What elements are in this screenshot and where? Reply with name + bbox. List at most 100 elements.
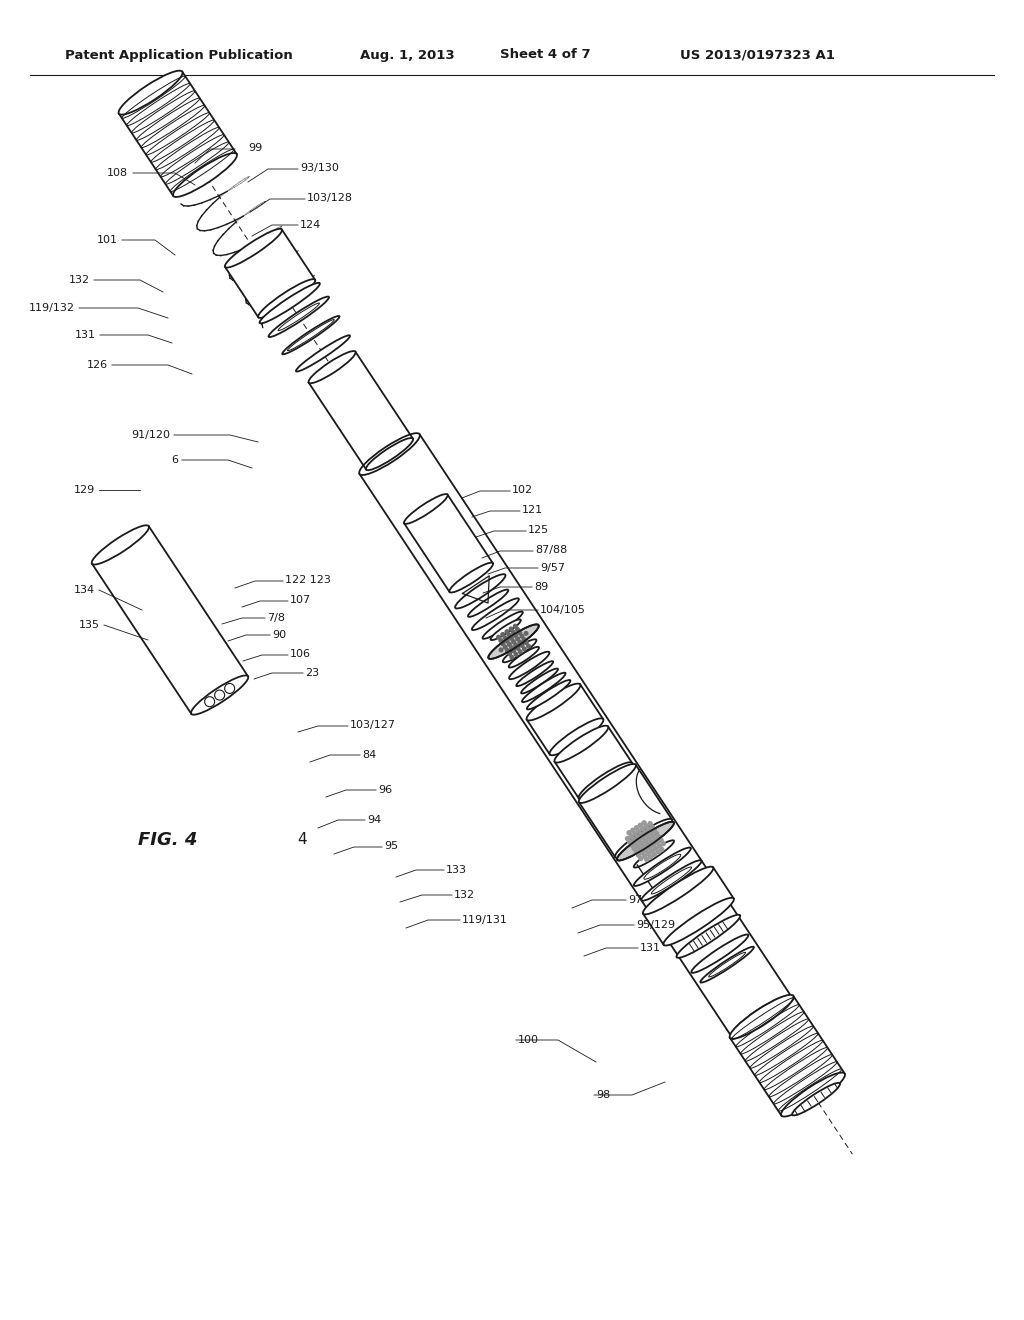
Circle shape (507, 634, 511, 636)
Ellipse shape (279, 304, 319, 330)
Ellipse shape (522, 673, 565, 702)
Polygon shape (119, 71, 237, 195)
Ellipse shape (526, 680, 570, 709)
Ellipse shape (781, 1073, 845, 1117)
Ellipse shape (366, 438, 413, 470)
Ellipse shape (92, 525, 148, 565)
Circle shape (639, 833, 643, 837)
Circle shape (508, 652, 511, 656)
Polygon shape (308, 351, 413, 470)
Ellipse shape (700, 946, 754, 982)
Text: 99: 99 (248, 143, 262, 153)
Text: Patent Application Publication: Patent Application Publication (65, 49, 293, 62)
Text: 129: 129 (74, 484, 95, 495)
Circle shape (641, 836, 645, 840)
Text: 106: 106 (290, 649, 311, 659)
Circle shape (635, 836, 639, 840)
Ellipse shape (191, 676, 248, 714)
Circle shape (648, 846, 652, 850)
Circle shape (638, 824, 642, 828)
Circle shape (504, 645, 507, 649)
Circle shape (652, 853, 656, 857)
Circle shape (642, 821, 646, 825)
Text: Sheet 4 of 7: Sheet 4 of 7 (500, 49, 591, 62)
Ellipse shape (472, 598, 519, 630)
Circle shape (640, 842, 644, 846)
Text: 121: 121 (522, 506, 543, 515)
Circle shape (644, 849, 648, 853)
Ellipse shape (731, 995, 792, 1038)
Circle shape (657, 836, 660, 840)
Circle shape (506, 639, 509, 643)
Polygon shape (643, 867, 734, 945)
Circle shape (632, 837, 636, 841)
Circle shape (650, 825, 654, 829)
Polygon shape (579, 764, 672, 857)
Circle shape (503, 636, 507, 639)
Ellipse shape (296, 335, 350, 371)
Circle shape (641, 826, 644, 830)
Circle shape (637, 853, 641, 857)
Circle shape (627, 830, 631, 834)
Circle shape (524, 631, 527, 635)
Text: 87/88: 87/88 (535, 545, 567, 554)
Circle shape (654, 832, 658, 836)
Circle shape (514, 652, 518, 656)
Ellipse shape (554, 726, 608, 763)
Polygon shape (555, 726, 632, 799)
Circle shape (642, 845, 646, 849)
Polygon shape (92, 527, 248, 714)
Circle shape (651, 843, 655, 847)
Text: 93/130: 93/130 (300, 162, 339, 173)
Circle shape (497, 635, 501, 639)
Text: 7/8: 7/8 (267, 612, 285, 623)
Ellipse shape (283, 315, 340, 354)
Circle shape (630, 843, 634, 847)
Circle shape (506, 648, 509, 652)
Ellipse shape (455, 574, 506, 609)
Ellipse shape (615, 818, 672, 858)
Text: 95: 95 (384, 841, 398, 851)
Circle shape (650, 849, 654, 853)
Text: Aug. 1, 2013: Aug. 1, 2013 (360, 49, 455, 62)
Circle shape (514, 634, 517, 638)
Circle shape (649, 830, 652, 834)
Ellipse shape (482, 611, 523, 639)
Ellipse shape (308, 351, 355, 383)
Ellipse shape (509, 652, 550, 680)
Circle shape (524, 642, 528, 644)
Circle shape (516, 628, 519, 631)
Text: 103/128: 103/128 (307, 193, 353, 203)
Circle shape (518, 631, 521, 635)
Text: 131: 131 (75, 330, 96, 341)
Text: 133: 133 (446, 865, 467, 875)
Ellipse shape (503, 639, 537, 663)
Ellipse shape (225, 228, 282, 268)
Circle shape (653, 846, 657, 850)
Circle shape (526, 644, 530, 648)
Ellipse shape (579, 762, 633, 799)
Circle shape (640, 851, 644, 855)
Circle shape (512, 631, 515, 634)
Ellipse shape (403, 494, 447, 524)
Polygon shape (730, 995, 845, 1115)
Ellipse shape (173, 153, 237, 197)
Ellipse shape (641, 861, 701, 900)
Ellipse shape (288, 319, 334, 351)
Text: 132: 132 (454, 890, 475, 900)
Ellipse shape (526, 684, 581, 721)
Text: 131: 131 (640, 942, 662, 953)
Polygon shape (359, 434, 792, 1036)
Ellipse shape (691, 935, 749, 973)
Circle shape (628, 840, 632, 843)
Circle shape (520, 644, 524, 647)
Ellipse shape (521, 668, 558, 693)
Text: 119/132: 119/132 (29, 304, 75, 313)
Text: US 2013/0197323 A1: US 2013/0197323 A1 (680, 49, 835, 62)
Circle shape (635, 850, 638, 854)
Ellipse shape (516, 661, 553, 686)
Circle shape (656, 850, 660, 854)
Circle shape (510, 645, 513, 649)
Ellipse shape (579, 764, 636, 803)
Text: 4: 4 (297, 833, 307, 847)
